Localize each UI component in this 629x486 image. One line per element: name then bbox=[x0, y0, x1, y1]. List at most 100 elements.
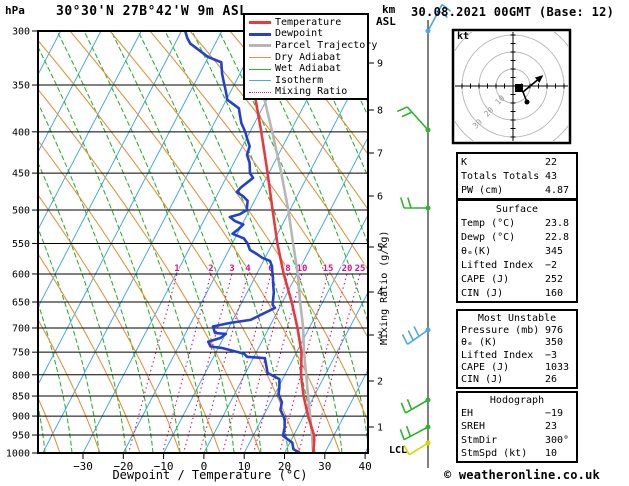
temperature-axis: −30 −20 −10 0 10 20 30 40 bbox=[73, 453, 372, 473]
panel-row-label: CAPE (J) bbox=[461, 273, 510, 285]
legend-item: Parcel Trajectory bbox=[249, 40, 377, 52]
legend-item-label: Parcel Trajectory bbox=[275, 39, 378, 51]
dry-adiabat-line bbox=[38, 194, 181, 453]
panel-row-label: CIN (J) bbox=[461, 374, 504, 386]
hodograph-start-dot bbox=[524, 99, 530, 105]
panel-title: Hodograph bbox=[489, 395, 545, 407]
temperature-tick-label: 30 bbox=[318, 460, 331, 473]
temperature-tick-label: 0 bbox=[201, 460, 208, 473]
altitude-asl-label: ASL bbox=[376, 15, 396, 28]
km-tick-label: 4 bbox=[377, 288, 383, 299]
panel-row: Lifted Index −2 bbox=[461, 260, 573, 271]
datetime-title: 30.08.2021 00GMT (Base: 12) bbox=[411, 5, 615, 19]
legend-line-sample bbox=[249, 57, 271, 59]
panel-row: StmSpd (kt) 10 bbox=[461, 448, 573, 459]
panel-row-label: StmSpd (kt) bbox=[461, 447, 528, 459]
wind-barb-shaft bbox=[405, 399, 429, 414]
storm-motion-marker bbox=[515, 84, 523, 92]
wet-adiabat-line bbox=[38, 226, 100, 453]
wind-barb bbox=[400, 197, 431, 211]
lcl-label: LCL bbox=[389, 445, 408, 456]
panel-row-value: −19 bbox=[545, 408, 564, 420]
dry-adiabat-line bbox=[38, 88, 261, 453]
wet-adiabat-line bbox=[272, 31, 368, 246]
panel-row: PW (cm) 4.87 bbox=[461, 185, 573, 196]
wind-barb-feather bbox=[403, 444, 411, 456]
panel-row: Lifted Index −3 bbox=[461, 350, 573, 361]
km-tick-label: 2 bbox=[377, 377, 383, 388]
km-tick-label: 5 bbox=[377, 243, 383, 254]
panel-row-label: CAPE (J) bbox=[461, 361, 510, 373]
pressure-tick-label: 400 bbox=[12, 127, 30, 138]
panel-row-value: 23.8 bbox=[545, 217, 570, 229]
panel-row-label: Pressure (mb) bbox=[461, 324, 540, 336]
wind-barb-shaft bbox=[406, 106, 429, 131]
wind-barb-feather bbox=[401, 334, 409, 345]
mixing-ratio-line bbox=[183, 269, 234, 453]
panel-row-value: 26 bbox=[545, 374, 558, 386]
panel-row-label: EH bbox=[461, 408, 474, 420]
temperature-tick-label: −30 bbox=[73, 460, 93, 473]
isotherm-line bbox=[284, 291, 368, 453]
panel-row-label: Totals Totals bbox=[461, 170, 540, 182]
panel-row-label: StmDir bbox=[461, 434, 498, 446]
wet-adiabat-line bbox=[245, 31, 368, 325]
wind-barb-feather bbox=[401, 111, 413, 118]
mixing-ratio-line bbox=[311, 269, 362, 453]
wind-barb-column bbox=[396, 3, 452, 468]
panel-row-label: SREH bbox=[461, 421, 486, 433]
pressure-tick-label: 850 bbox=[12, 392, 30, 403]
mixing-ratio-value-label: 4 bbox=[245, 264, 251, 274]
legend-line-sample bbox=[249, 68, 271, 70]
plot-border bbox=[37, 30, 369, 454]
wind-barb-feather bbox=[407, 330, 414, 341]
wind-barb-shaft bbox=[408, 442, 429, 456]
km-tick-label: 7 bbox=[377, 149, 383, 160]
dry-adiabat-line bbox=[38, 139, 221, 453]
isobar-gridlines bbox=[38, 84, 368, 436]
panel-row-value: 4.87 bbox=[545, 184, 570, 196]
panel-row: θₑ(K) 345 bbox=[461, 246, 573, 257]
legend-item-label: Dry Adiabat bbox=[275, 51, 342, 63]
isotherm-line bbox=[38, 31, 142, 231]
credit-footer: © weatheronline.co.uk bbox=[444, 468, 600, 482]
legend-line-sample bbox=[249, 32, 271, 36]
panel-row-value: 350 bbox=[545, 337, 564, 349]
pressure-tick-label: 650 bbox=[12, 298, 30, 309]
wind-barb-feather bbox=[405, 425, 412, 437]
mixing-ratio-line bbox=[298, 269, 349, 453]
station-title: 30°30'N 27B°42'W 9m ASL bbox=[56, 4, 248, 19]
panel-row: Temp (°C) 23.8 bbox=[461, 218, 573, 229]
mixing-ratio-value-label: 2 bbox=[208, 264, 213, 274]
wet-adiabat-line bbox=[38, 161, 127, 453]
isotherm-line bbox=[38, 31, 223, 386]
dry-adiabat-line bbox=[109, 31, 368, 423]
panel-row: CAPE (J) 1033 bbox=[461, 362, 573, 373]
temperature-curve bbox=[246, 31, 316, 453]
panel-row-value: 976 bbox=[545, 324, 564, 336]
hodograph-kt-label: kt bbox=[457, 31, 470, 42]
panel-row-value: 23 bbox=[545, 421, 558, 433]
pressure-tick-label: 600 bbox=[12, 269, 30, 280]
isotherm-line bbox=[163, 58, 368, 453]
panel-row: CIN (J) 26 bbox=[461, 374, 573, 385]
wet-adiabat-line bbox=[38, 45, 181, 453]
wet-adiabat-line bbox=[326, 31, 368, 118]
legend-box: Temperature Dewpoint Parcel Trajectory Dry … bbox=[243, 13, 377, 100]
panel-row: StmDir 300° bbox=[461, 435, 573, 446]
pressure-tick-label: 750 bbox=[12, 348, 30, 359]
wind-barb-shaft bbox=[407, 329, 429, 345]
isotherm-line bbox=[243, 213, 368, 453]
temperature-tick-label: 20 bbox=[278, 460, 291, 473]
mixing-ratio-value-label: 15 bbox=[323, 264, 334, 274]
panel-row: EH −19 bbox=[461, 408, 573, 419]
temperature-tick-label: −20 bbox=[113, 460, 133, 473]
km-tick-label: 6 bbox=[377, 192, 383, 203]
km-tick-label: 3 bbox=[377, 331, 383, 342]
km-tick-label: 1 bbox=[377, 423, 383, 434]
legend-item-label: Dewpoint bbox=[275, 28, 324, 40]
wind-barb bbox=[401, 326, 431, 345]
isotherm-line bbox=[38, 31, 62, 76]
panel-row-value: 160 bbox=[545, 287, 564, 299]
